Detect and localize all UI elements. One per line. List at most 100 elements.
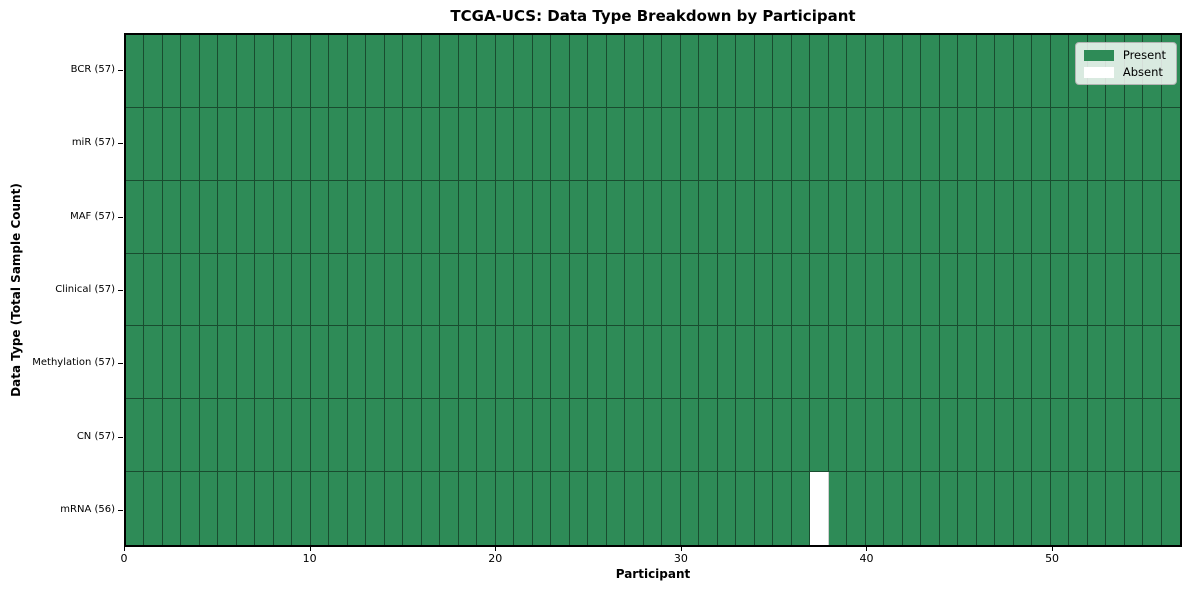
heatmap-cell	[551, 180, 570, 254]
legend: Present Absent	[1074, 42, 1177, 85]
heatmap-cell	[810, 35, 829, 108]
heatmap-cell	[958, 107, 977, 181]
heatmap-cell	[717, 107, 737, 181]
heatmap-cell	[625, 326, 644, 400]
heatmap-cell	[384, 472, 404, 545]
heatmap-cell	[126, 472, 145, 545]
present-swatch-icon	[1083, 49, 1114, 61]
heatmap-cell	[458, 326, 478, 400]
heatmap-cell	[847, 472, 866, 545]
heatmap-cell	[162, 107, 182, 181]
heatmap-cell	[1161, 107, 1180, 181]
heatmap-cell	[403, 326, 422, 400]
heatmap-cell	[643, 107, 663, 181]
heatmap-cell	[366, 253, 385, 327]
heatmap-cell	[902, 35, 922, 108]
heatmap-cell	[440, 472, 459, 545]
heatmap-cell	[736, 107, 755, 181]
heatmap-cell	[1069, 253, 1088, 327]
heatmap-cell	[477, 107, 496, 181]
heatmap-cell	[1069, 180, 1088, 254]
heatmap-cell	[292, 180, 311, 254]
heatmap-cell	[403, 35, 422, 108]
heatmap-cell	[828, 326, 848, 400]
heatmap-cell	[717, 180, 737, 254]
heatmap-cell	[958, 399, 977, 473]
heatmap-cell	[699, 35, 718, 108]
heatmap-cell	[273, 107, 293, 181]
heatmap-cell	[310, 35, 330, 108]
heatmap-cell	[1161, 180, 1180, 254]
heatmap-cell	[680, 253, 700, 327]
heatmap-cell	[1087, 399, 1107, 473]
heatmap-cell	[1161, 399, 1180, 473]
heatmap-cell	[1124, 180, 1144, 254]
y-tick-label: Clinical (57)	[55, 284, 115, 295]
heatmap-cell	[181, 107, 200, 181]
heatmap-cell	[440, 326, 459, 400]
heatmap-cell	[329, 472, 348, 545]
heatmap-cell	[273, 326, 293, 400]
heatmap-cell	[495, 107, 515, 181]
heatmap-cell	[1050, 399, 1070, 473]
heatmap-cell	[828, 180, 848, 254]
heatmap-cell	[569, 180, 589, 254]
heatmap-cell	[995, 35, 1014, 108]
heatmap-cell	[1069, 107, 1088, 181]
heatmap-cell	[847, 35, 866, 108]
heatmap-cell	[643, 180, 663, 254]
heatmap-cell	[995, 399, 1014, 473]
heatmap-cell	[754, 180, 774, 254]
heatmap-cell	[532, 107, 552, 181]
heatmap-cell	[181, 472, 200, 545]
heatmap-cell	[218, 180, 237, 254]
heatmap-cell	[773, 326, 792, 400]
heatmap-cell	[218, 399, 237, 473]
heatmap-cell	[1124, 472, 1144, 545]
x-tick-mark	[1052, 547, 1053, 551]
heatmap-cell	[791, 180, 811, 254]
heatmap-cell	[865, 35, 885, 108]
heatmap-cell	[736, 399, 755, 473]
heatmap-cell	[865, 180, 885, 254]
heatmap-cell	[588, 180, 607, 254]
heatmap-cell	[384, 107, 404, 181]
heatmap-cell	[329, 326, 348, 400]
heatmap-cell	[440, 253, 459, 327]
heatmap-cell	[532, 399, 552, 473]
heatmap-cell	[236, 326, 256, 400]
heatmap-cell	[144, 399, 163, 473]
heatmap-cell	[884, 35, 903, 108]
heatmap-cell	[625, 253, 644, 327]
heatmap-cell	[921, 472, 940, 545]
heatmap-cell	[995, 107, 1014, 181]
heatmap-cell	[181, 253, 200, 327]
x-tick-label: 0	[120, 552, 128, 565]
heatmap-cell	[699, 253, 718, 327]
heatmap-cell	[310, 326, 330, 400]
heatmap-cell	[126, 253, 145, 327]
heatmap-cell	[366, 180, 385, 254]
heatmap-cell	[939, 253, 959, 327]
heatmap-cell	[477, 253, 496, 327]
heatmap-cell	[421, 326, 441, 400]
heatmap-cell	[958, 472, 977, 545]
heatmap-cell	[828, 253, 848, 327]
heatmap-cell	[384, 35, 404, 108]
heatmap-cell	[847, 253, 866, 327]
heatmap-cell	[569, 399, 589, 473]
plot-area: Present Absent	[124, 33, 1182, 547]
heatmap-cell	[958, 253, 977, 327]
heatmap-cell	[847, 107, 866, 181]
heatmap-cell	[662, 399, 681, 473]
heatmap-cell	[255, 253, 274, 327]
heatmap-cell	[310, 399, 330, 473]
heatmap-cell	[1143, 399, 1162, 473]
y-tick-label: BCR (57)	[70, 63, 115, 75]
heatmap-cell	[1050, 326, 1070, 400]
heatmap-cell	[662, 35, 681, 108]
heatmap-cell	[477, 180, 496, 254]
heatmap-cell	[773, 180, 792, 254]
heatmap-cell	[939, 107, 959, 181]
heatmap-cell	[1032, 107, 1051, 181]
